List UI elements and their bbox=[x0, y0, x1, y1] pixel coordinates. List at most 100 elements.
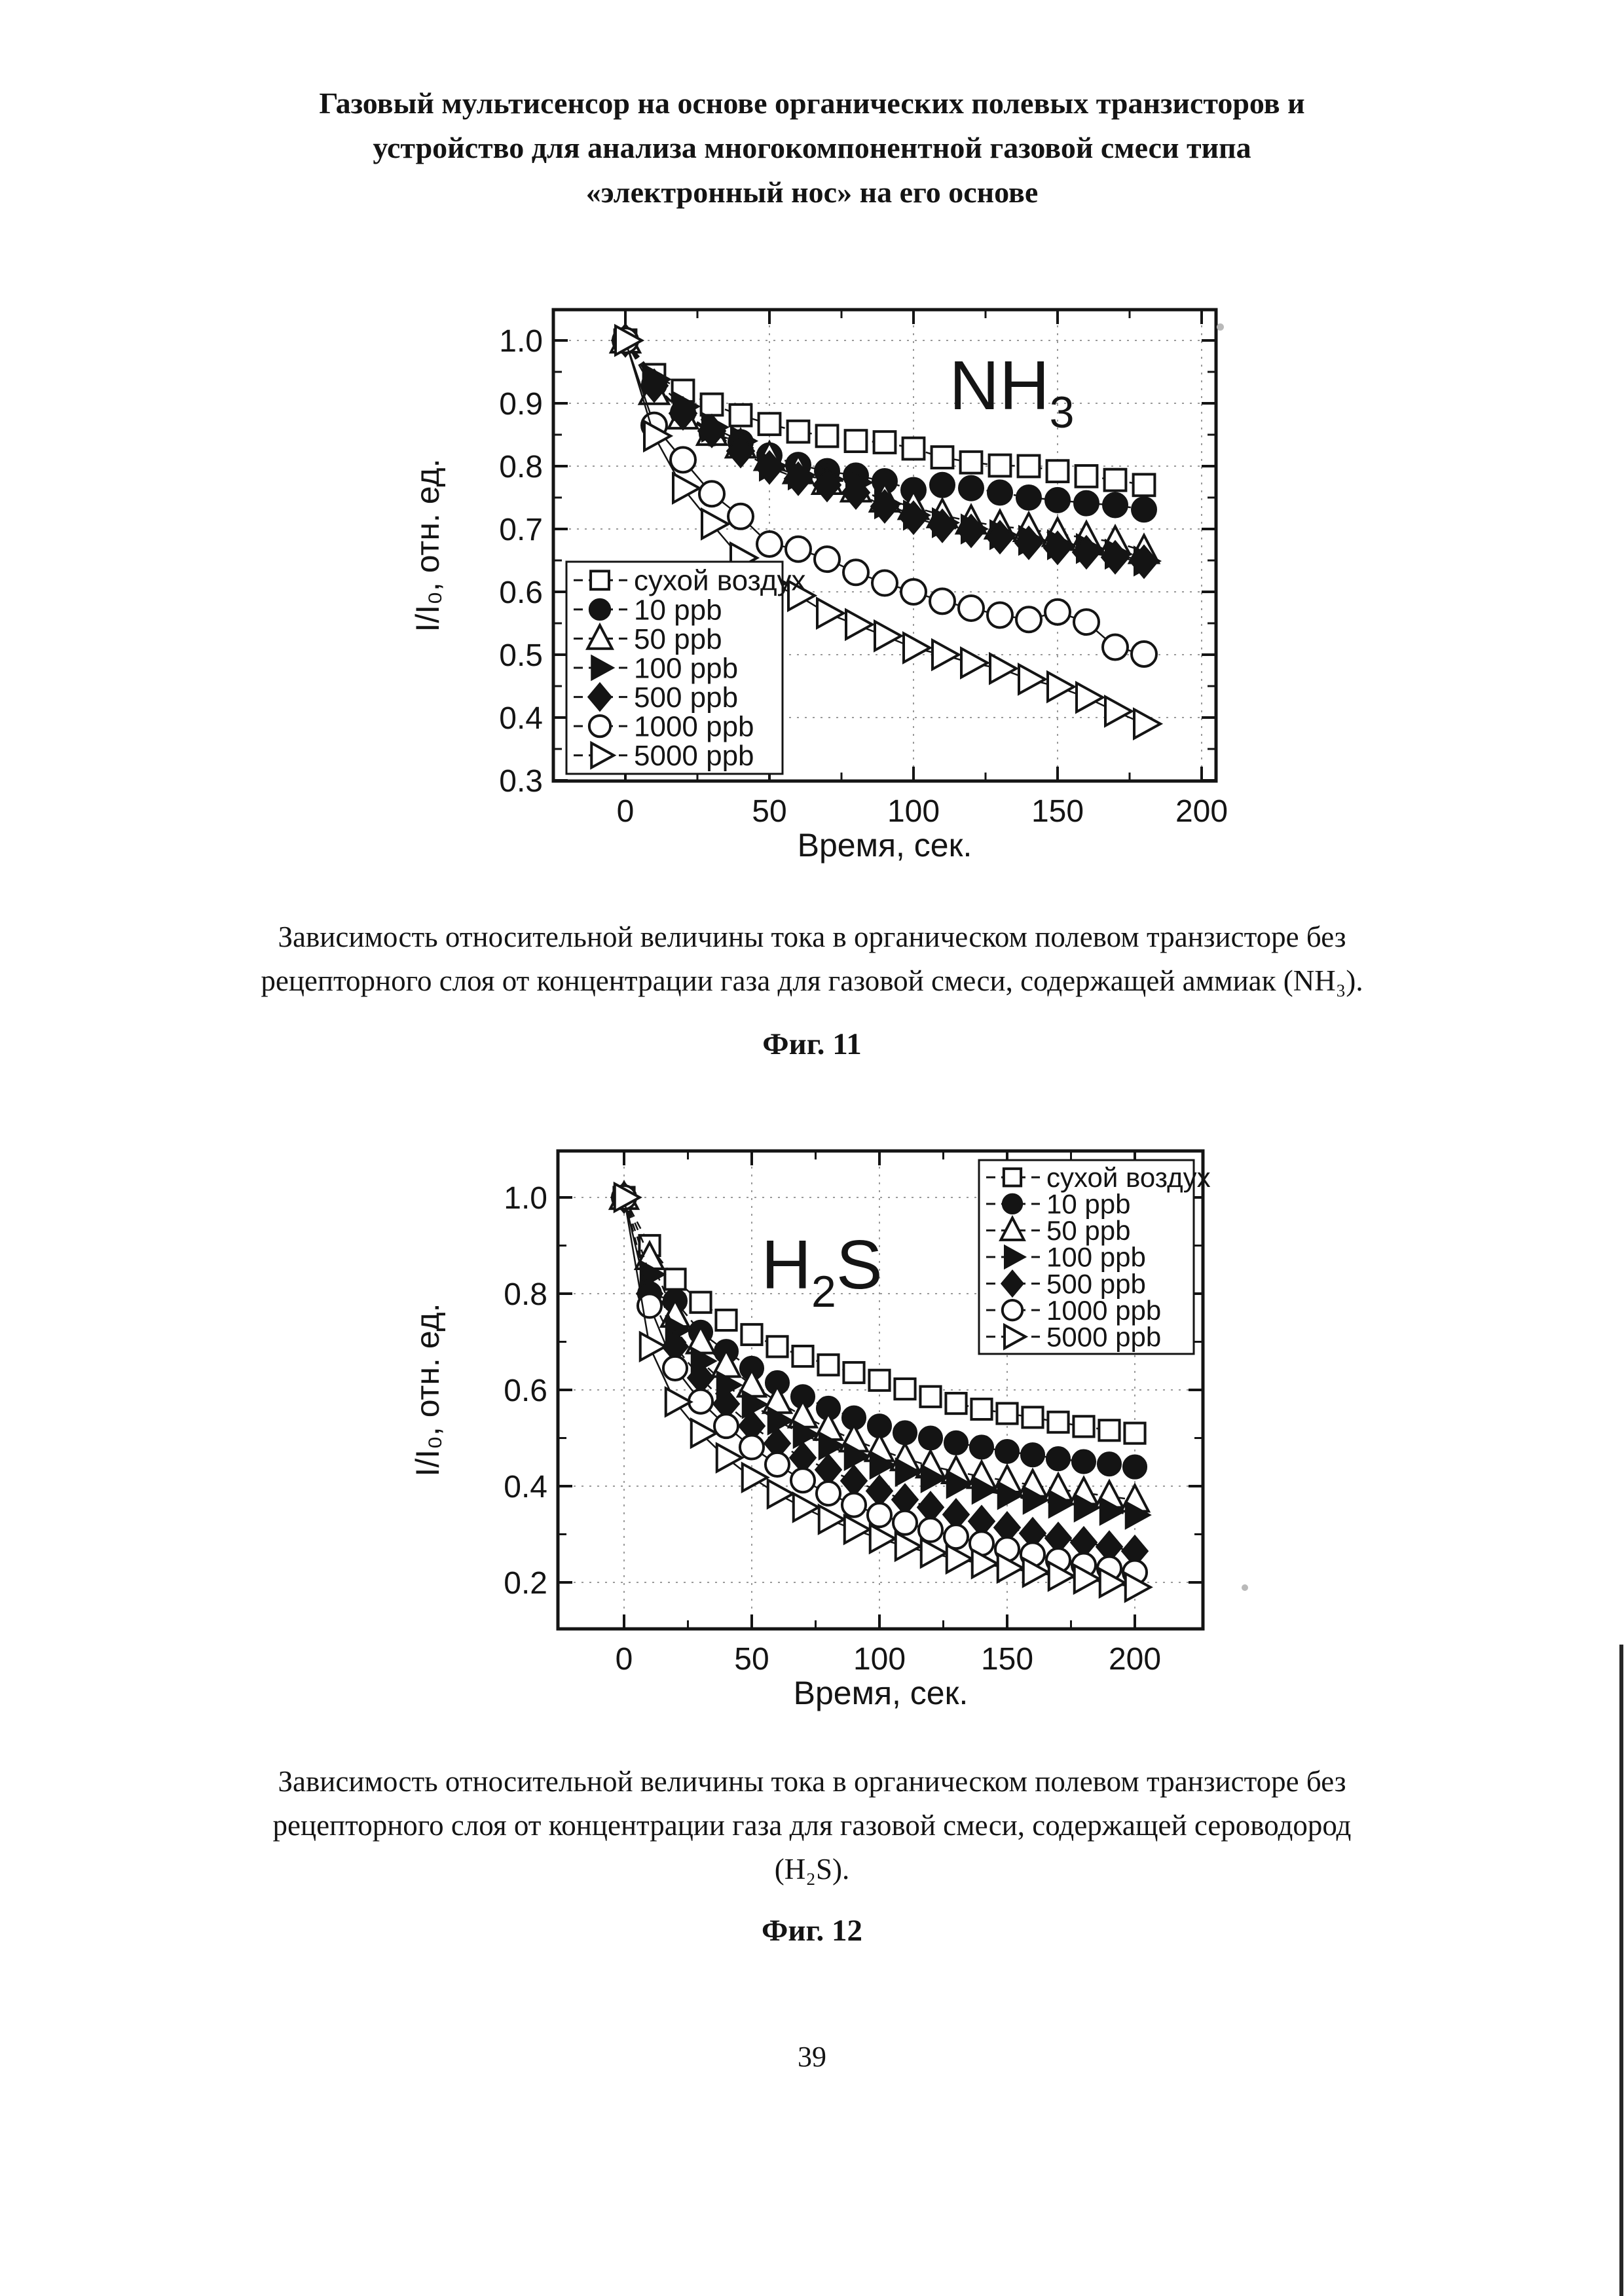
data-point-dry-air bbox=[740, 1322, 764, 1347]
data-point-10-ppb bbox=[917, 1425, 944, 1451]
legend-marker-dry-air bbox=[589, 570, 610, 591]
scan-speck bbox=[1217, 323, 1224, 331]
y-tick-label: 0.7 bbox=[499, 513, 543, 547]
legend-marker-1000-ppb bbox=[587, 714, 612, 738]
data-point-5000-ppb bbox=[989, 651, 1020, 685]
data-point-10-ppb bbox=[1071, 1449, 1097, 1474]
data-point-1000-ppb bbox=[764, 1451, 791, 1478]
legend-marker-50-ppb bbox=[999, 1214, 1026, 1241]
data-point-1000-ppb bbox=[917, 1516, 944, 1543]
data-point-10-ppb bbox=[1096, 1451, 1122, 1477]
figure-11-caption-line-1: Зависимость относительной величины тока … bbox=[278, 920, 1346, 953]
data-point-dry-air bbox=[893, 1377, 917, 1401]
data-point-5000-ppb bbox=[945, 1542, 974, 1575]
data-point-500-ppb bbox=[865, 1474, 894, 1508]
legend-marker-100-ppb bbox=[1004, 1244, 1027, 1270]
y-tick-label: 0.4 bbox=[504, 1470, 547, 1504]
data-point-5000-ppb bbox=[1046, 670, 1077, 704]
y-tick-label: 0.6 bbox=[504, 1374, 547, 1408]
data-point-dry-air bbox=[766, 1335, 789, 1358]
y-tick-label: 0.8 bbox=[499, 450, 543, 484]
legend-label-1000-ppb: 1000 ppb bbox=[1046, 1295, 1161, 1326]
data-point-100-ppb bbox=[792, 1419, 820, 1449]
data-point-dry-air bbox=[817, 1353, 840, 1377]
data-point-dry-air bbox=[872, 430, 897, 454]
data-point-1000-ppb bbox=[756, 530, 783, 558]
data-point-500-ppb bbox=[927, 508, 957, 543]
figure-12-caption-line-1: Зависимость относительной величины тока … bbox=[278, 1765, 1346, 1798]
data-point-10-ppb bbox=[929, 471, 955, 498]
data-point-100-ppb bbox=[997, 1480, 1024, 1510]
legend-label-50-ppb: 50 ppb bbox=[634, 623, 722, 655]
data-point-500-ppb bbox=[1100, 539, 1130, 575]
data-point-100-ppb bbox=[741, 1389, 769, 1419]
legend-marker-10-ppb bbox=[588, 598, 612, 621]
data-point-1000-ppb bbox=[712, 1413, 740, 1440]
series-500-ppb bbox=[610, 323, 1159, 579]
data-point-1000-ppb bbox=[1101, 633, 1129, 661]
data-point-100-ppb bbox=[946, 1469, 973, 1499]
data-point-1000-ppb bbox=[1073, 608, 1100, 636]
legend-marker-500-ppb bbox=[587, 682, 613, 712]
data-point-1000-ppb bbox=[866, 1502, 893, 1529]
data-point-500-ppb bbox=[898, 500, 929, 536]
data-point-5000-ppb bbox=[902, 631, 933, 665]
data-point-5000-ppb bbox=[931, 638, 962, 672]
data-point-dry-air bbox=[842, 1360, 866, 1385]
scan-artifact-edge bbox=[1619, 1645, 1623, 2296]
data-point-5000-ppb bbox=[874, 619, 904, 653]
x-axis-title: Время, сек. bbox=[794, 1675, 969, 1711]
data-point-dry-air bbox=[1016, 454, 1041, 479]
data-point-dry-air bbox=[786, 419, 811, 444]
y-tick-label: 0.3 bbox=[499, 764, 543, 799]
data-point-500-ppb bbox=[639, 368, 669, 403]
legend-label-500-ppb: 500 ppb bbox=[634, 682, 738, 714]
x-axis-title: Время, сек. bbox=[798, 827, 972, 864]
data-point-5000-ppb bbox=[787, 579, 818, 613]
legend-marker-1000-ppb bbox=[1001, 1298, 1024, 1322]
data-point-5000-ppb bbox=[1124, 1571, 1153, 1603]
legend-label-10-ppb: 10 ppb bbox=[634, 594, 722, 626]
figure-11-caption: Зависимость относительной величины тока … bbox=[92, 915, 1532, 1003]
data-point-100-ppb bbox=[1048, 1489, 1075, 1519]
data-point-1000-ppb bbox=[1015, 606, 1043, 634]
data-point-10-ppb bbox=[943, 1430, 969, 1455]
legend-marker-5000-ppb bbox=[590, 740, 617, 770]
legend-label-5000-ppb: 5000 ppb bbox=[634, 740, 754, 772]
legend-label-dry-air: сухой воздух bbox=[1046, 1162, 1211, 1193]
x-tick-label: 100 bbox=[887, 794, 940, 829]
legend-label-5000-ppb: 5000 ppb bbox=[1046, 1321, 1161, 1352]
data-point-dry-air bbox=[791, 1344, 815, 1368]
data-point-1000-ppb bbox=[813, 545, 841, 574]
y-tick-label: 0.2 bbox=[504, 1566, 547, 1601]
data-point-10-ppb bbox=[987, 479, 1013, 506]
legend-label-dry-air: сухой воздух bbox=[634, 565, 806, 597]
data-point-500-ppb bbox=[726, 433, 756, 469]
y-tick-label: 0.5 bbox=[499, 638, 543, 673]
data-point-500-ppb bbox=[1071, 534, 1101, 570]
y-tick-label: 1.0 bbox=[499, 324, 543, 359]
y-axis-title: I/I₀, отн. ед. bbox=[409, 1303, 446, 1477]
chart-title: NH3 bbox=[950, 347, 1075, 437]
data-point-500-ppb bbox=[1043, 530, 1073, 566]
data-point-dry-air bbox=[689, 1290, 712, 1314]
figure-12-label: Фиг. 12 bbox=[762, 1914, 862, 1948]
data-point-1000-ppb bbox=[929, 587, 956, 615]
legend-marker-dry-air bbox=[1002, 1167, 1023, 1188]
data-point-100-ppb bbox=[971, 1475, 999, 1505]
figure-11-label: Фиг. 11 bbox=[762, 1027, 862, 1061]
data-point-1000-ppb bbox=[900, 578, 927, 606]
data-point-5000-ppb bbox=[996, 1552, 1025, 1584]
figure-12-caption: Зависимость относительной величины тока … bbox=[92, 1760, 1532, 1891]
legend-marker-500-ppb bbox=[1000, 1269, 1025, 1298]
data-point-dry-air bbox=[1046, 1410, 1070, 1434]
data-point-dry-air bbox=[843, 429, 868, 453]
legend-marker-10-ppb bbox=[1001, 1193, 1024, 1215]
data-point-1000-ppb bbox=[957, 594, 985, 622]
data-point-10-ppb bbox=[1045, 1446, 1071, 1472]
data-point-1000-ppb bbox=[986, 601, 1014, 629]
data-point-500-ppb bbox=[985, 519, 1015, 555]
data-point-5000-ppb bbox=[817, 1503, 847, 1535]
data-point-dry-air bbox=[970, 1397, 993, 1421]
